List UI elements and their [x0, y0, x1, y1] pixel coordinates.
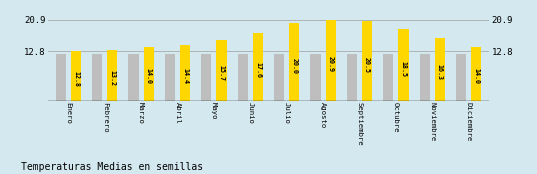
- Bar: [56, 54, 66, 101]
- Text: 20.9: 20.9: [328, 56, 333, 72]
- Bar: [180, 45, 190, 101]
- Bar: [325, 20, 336, 101]
- Text: 14.4: 14.4: [182, 68, 188, 84]
- Bar: [398, 29, 409, 101]
- Bar: [419, 54, 430, 101]
- Text: 20.5: 20.5: [364, 57, 370, 73]
- Bar: [310, 54, 321, 101]
- Bar: [253, 33, 263, 101]
- Bar: [471, 46, 481, 101]
- Bar: [92, 54, 102, 101]
- Bar: [435, 38, 445, 101]
- Text: 14.0: 14.0: [473, 68, 480, 84]
- Bar: [237, 54, 248, 101]
- Text: 20.0: 20.0: [292, 58, 297, 74]
- Bar: [362, 21, 372, 101]
- Bar: [456, 54, 466, 101]
- Text: 15.7: 15.7: [219, 65, 224, 81]
- Text: 12.8: 12.8: [73, 70, 79, 86]
- Text: 17.6: 17.6: [255, 62, 261, 78]
- Bar: [274, 54, 284, 101]
- Bar: [201, 54, 212, 101]
- Bar: [107, 50, 118, 101]
- Bar: [383, 54, 393, 101]
- Text: 18.5: 18.5: [401, 61, 407, 77]
- Text: 16.3: 16.3: [437, 64, 443, 80]
- Text: 14.0: 14.0: [146, 68, 152, 84]
- Bar: [289, 23, 300, 101]
- Bar: [128, 54, 139, 101]
- Text: Temperaturas Medias en semillas: Temperaturas Medias en semillas: [21, 162, 204, 172]
- Bar: [347, 54, 357, 101]
- Bar: [71, 51, 81, 101]
- Text: 13.2: 13.2: [110, 70, 115, 86]
- Bar: [216, 40, 227, 101]
- Bar: [144, 46, 154, 101]
- Bar: [165, 54, 175, 101]
